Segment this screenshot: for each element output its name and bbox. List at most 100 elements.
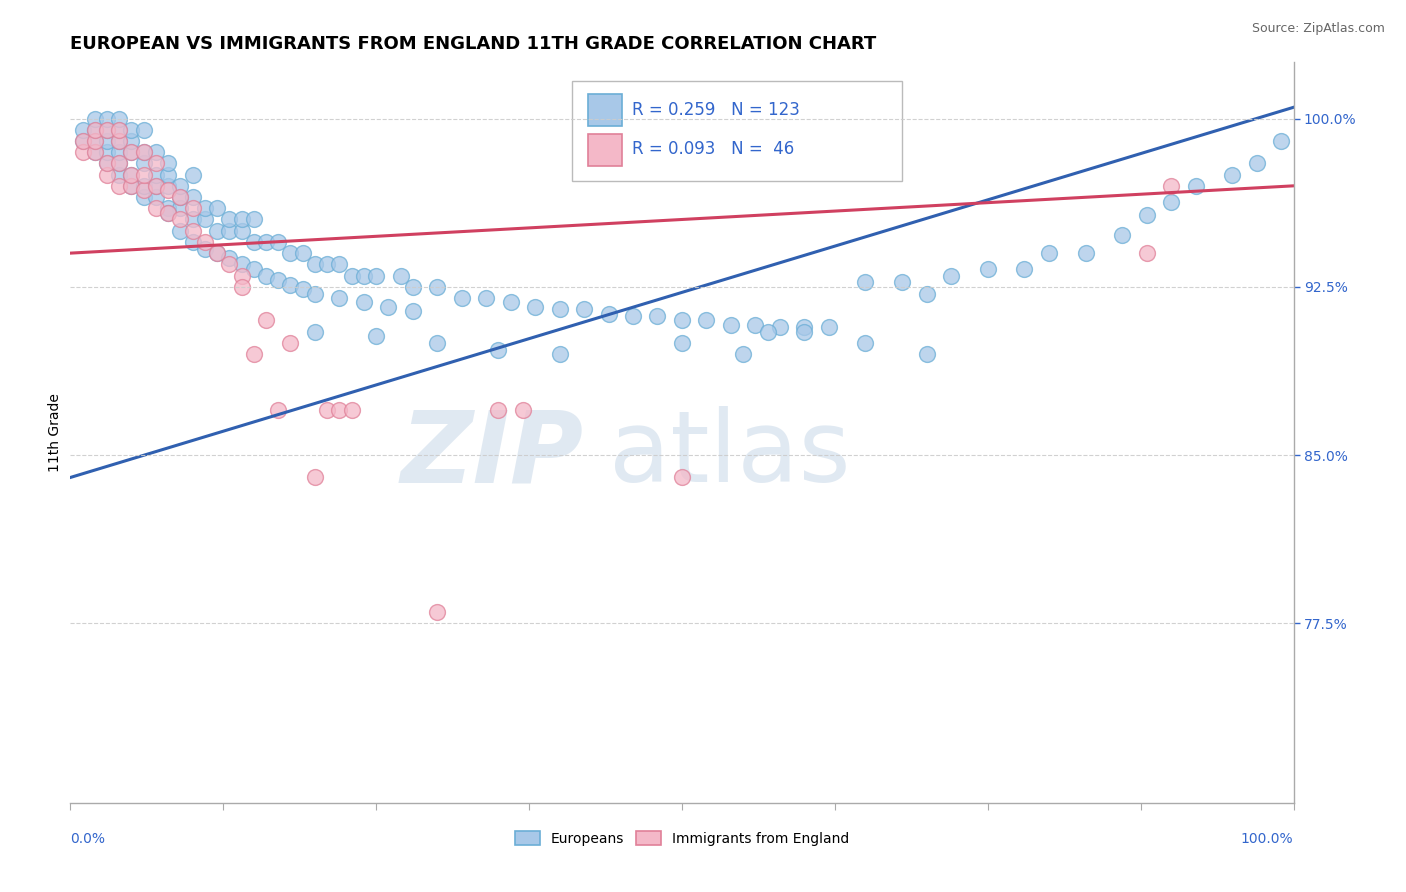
Point <box>426 335 449 350</box>
Point <box>353 295 375 310</box>
Point <box>157 206 180 220</box>
Point <box>671 335 693 350</box>
Point <box>145 201 167 215</box>
Point <box>108 122 131 136</box>
Point <box>426 280 449 294</box>
Point <box>304 257 326 271</box>
Point <box>145 156 167 170</box>
Point <box>169 190 191 204</box>
Point <box>194 212 217 227</box>
Point <box>426 605 449 619</box>
Point <box>512 403 534 417</box>
Point <box>218 224 240 238</box>
Text: EUROPEAN VS IMMIGRANTS FROM ENGLAND 11TH GRADE CORRELATION CHART: EUROPEAN VS IMMIGRANTS FROM ENGLAND 11TH… <box>70 35 876 53</box>
Point <box>280 246 302 260</box>
Point <box>205 246 228 260</box>
Point <box>817 320 839 334</box>
Point <box>132 168 155 182</box>
Point <box>132 190 155 204</box>
Point <box>243 235 266 249</box>
Point <box>181 235 204 249</box>
FancyBboxPatch shape <box>572 81 903 181</box>
FancyBboxPatch shape <box>588 134 621 166</box>
Point <box>157 201 180 215</box>
Text: 0.0%: 0.0% <box>70 832 105 847</box>
Point <box>366 268 388 283</box>
Point <box>353 268 375 283</box>
Point <box>1038 246 1060 260</box>
Point <box>218 257 240 271</box>
Point <box>939 268 962 283</box>
Point <box>108 145 131 160</box>
Point <box>915 347 938 361</box>
Point <box>1014 261 1036 276</box>
Point <box>132 145 155 160</box>
Point <box>621 309 644 323</box>
Point <box>316 257 339 271</box>
Point <box>194 201 217 215</box>
Point <box>328 257 350 271</box>
Point <box>548 347 571 361</box>
Point <box>231 212 253 227</box>
Point <box>316 403 339 417</box>
Point <box>108 168 131 182</box>
Point <box>671 470 693 484</box>
Point <box>598 307 620 321</box>
Point <box>96 156 118 170</box>
Point <box>145 145 167 160</box>
Point <box>1220 168 1243 182</box>
Point <box>169 190 191 204</box>
Point <box>1184 178 1206 193</box>
Point <box>304 286 326 301</box>
Point <box>377 300 399 314</box>
Point <box>340 403 363 417</box>
Point <box>157 178 180 193</box>
Point <box>695 313 717 327</box>
Point <box>83 134 105 148</box>
Point <box>145 178 167 193</box>
Point <box>121 145 143 160</box>
Point <box>157 183 180 197</box>
Point <box>291 246 314 260</box>
Point <box>1136 246 1159 260</box>
Point <box>793 325 815 339</box>
Point <box>231 257 253 271</box>
Point <box>243 347 266 361</box>
Point <box>218 212 240 227</box>
Point <box>793 320 815 334</box>
Point <box>132 183 155 197</box>
Point <box>83 122 105 136</box>
Point <box>671 313 693 327</box>
Point <box>169 212 191 227</box>
Point <box>280 335 302 350</box>
Point <box>108 156 131 170</box>
Point <box>1160 194 1182 209</box>
Point <box>231 280 253 294</box>
Point <box>121 145 143 160</box>
Point <box>72 145 94 160</box>
Point <box>169 224 191 238</box>
Point <box>1270 134 1292 148</box>
Point <box>366 329 388 343</box>
Point <box>218 251 240 265</box>
Point <box>1246 156 1268 170</box>
Point <box>1160 178 1182 193</box>
Point <box>194 235 217 249</box>
Point <box>572 302 595 317</box>
Point <box>157 168 180 182</box>
Point <box>96 156 118 170</box>
Point <box>231 224 253 238</box>
Point <box>267 273 290 287</box>
Y-axis label: 11th Grade: 11th Grade <box>48 393 62 472</box>
Text: 100.0%: 100.0% <box>1241 832 1294 847</box>
Point <box>157 206 180 220</box>
Point <box>132 156 155 170</box>
Point <box>83 112 105 126</box>
Point <box>96 134 118 148</box>
Text: ZIP: ZIP <box>401 407 583 503</box>
Point <box>855 275 877 289</box>
Point <box>243 261 266 276</box>
Point <box>976 261 998 276</box>
Point <box>769 320 792 334</box>
Point <box>205 246 228 260</box>
